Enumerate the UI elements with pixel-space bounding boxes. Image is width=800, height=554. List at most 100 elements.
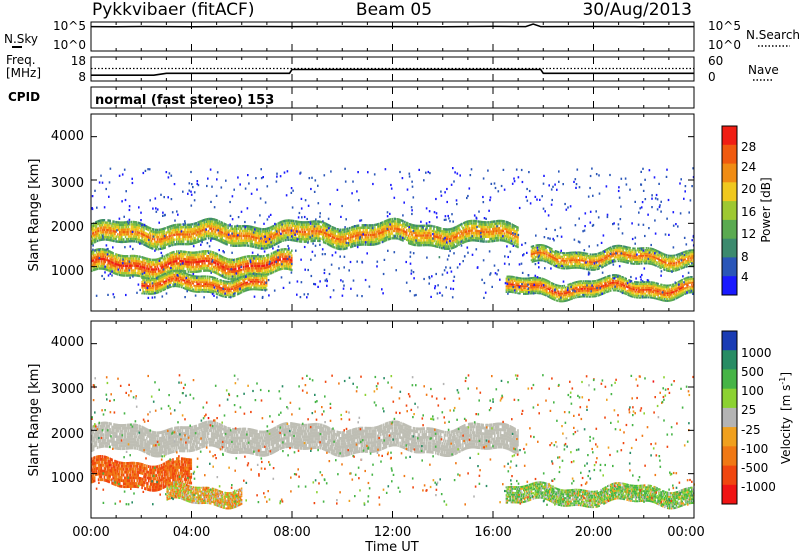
heatmap-cell xyxy=(137,264,139,268)
heatmap-cell xyxy=(101,267,104,270)
heatmap-cell xyxy=(148,233,150,237)
heatmap-cell xyxy=(409,228,412,231)
heatmap-cell xyxy=(122,259,125,263)
heatmap-cell xyxy=(480,223,482,226)
heatmap-cell xyxy=(174,228,176,232)
heatmap-cell xyxy=(506,240,509,243)
nave-right-tick-bottom: 0 xyxy=(708,70,716,84)
heatmap-cell xyxy=(149,267,151,271)
heatmap-cell xyxy=(96,255,99,258)
heatmap-cell xyxy=(260,244,262,248)
heatmap-cell xyxy=(437,245,439,248)
heatmap-cell xyxy=(224,242,226,245)
heatmap-cell xyxy=(483,233,485,236)
heatmap-cell xyxy=(433,239,435,243)
heatmap-cell xyxy=(479,230,482,233)
heatmap-cell xyxy=(264,230,266,233)
heatmap-cell xyxy=(425,224,427,227)
heatmap-cell xyxy=(175,231,177,234)
heatmap-cell xyxy=(244,244,247,247)
heatmap-cell xyxy=(117,233,119,236)
heatmap-cell xyxy=(475,222,478,225)
heatmap-cell xyxy=(157,279,160,282)
heatmap-cell xyxy=(491,237,493,240)
heatmap-cell xyxy=(308,228,310,231)
heatmap-cell xyxy=(119,261,121,265)
heatmap-cell xyxy=(415,241,418,244)
heatmap-cell xyxy=(387,238,390,241)
heatmap-cell xyxy=(498,229,501,232)
heatmap-cell xyxy=(104,268,107,271)
heatmap-cell xyxy=(245,234,248,237)
heatmap-cell xyxy=(108,269,110,272)
heatmap-cell xyxy=(187,258,190,261)
heatmap-cell xyxy=(360,243,363,246)
heatmap-cell xyxy=(156,260,159,263)
heatmap-cell xyxy=(127,230,130,233)
heatmap-cell xyxy=(391,222,394,226)
heatmap-cell xyxy=(171,258,173,262)
heatmap-cell xyxy=(491,220,493,224)
heatmap-cell xyxy=(346,237,348,240)
heatmap-cell xyxy=(124,269,127,272)
heatmap-cell xyxy=(459,240,461,244)
heatmap-cell xyxy=(136,271,138,275)
heatmap-cell xyxy=(258,257,260,260)
heatmap-cell xyxy=(188,261,191,264)
heatmap-cell xyxy=(234,235,236,238)
heatmap-cell xyxy=(207,218,209,221)
heatmap-cell xyxy=(354,241,357,245)
heatmap-cell xyxy=(338,245,340,248)
heatmap-cell xyxy=(250,255,252,258)
heatmap-cell xyxy=(329,241,332,245)
heatmap-cell xyxy=(513,236,515,239)
heatmap-cell xyxy=(289,263,291,266)
heatmap-cell xyxy=(466,220,469,223)
heatmap-cell xyxy=(197,260,199,264)
heatmap-cell xyxy=(507,240,510,244)
heatmap-cell xyxy=(181,269,184,273)
heatmap-cell xyxy=(288,253,290,256)
heatmap-cell xyxy=(516,233,518,236)
heatmap-cell xyxy=(108,238,110,242)
heatmap-cell xyxy=(232,261,234,264)
heatmap-cell xyxy=(430,227,432,230)
heatmap-cell xyxy=(315,225,317,228)
heatmap-cell xyxy=(277,227,280,230)
heatmap-cell xyxy=(217,268,220,271)
heatmap-cell xyxy=(234,272,236,276)
heatmap-cell xyxy=(222,270,224,274)
heatmap-cell xyxy=(189,261,192,264)
heatmap-cell xyxy=(149,263,151,266)
heatmap-cell xyxy=(505,235,508,238)
heatmap-cell xyxy=(141,277,143,279)
heatmap-cell xyxy=(107,238,109,241)
heatmap-cell xyxy=(162,244,165,247)
heatmap-cell xyxy=(185,242,188,246)
heatmap-cell xyxy=(494,222,497,225)
heatmap-cell xyxy=(469,236,472,240)
heatmap-cell xyxy=(163,241,166,245)
heatmap-cell xyxy=(266,254,269,257)
heatmap-cell xyxy=(135,235,138,238)
heatmap-cell xyxy=(283,227,285,230)
heatmap-cell xyxy=(150,265,153,269)
heatmap-cell xyxy=(128,228,131,231)
heatmap-cell xyxy=(318,227,320,231)
heatmap-cell xyxy=(130,269,133,272)
heatmap-cell xyxy=(310,239,312,243)
heatmap-cell xyxy=(486,230,488,234)
heatmap-cell xyxy=(107,261,109,265)
heatmap-cell xyxy=(178,257,181,260)
heatmap-cell xyxy=(121,228,123,231)
heatmap-cell xyxy=(265,227,268,231)
heatmap-cell xyxy=(302,233,305,236)
heatmap-cell xyxy=(176,238,178,241)
heatmap-cell xyxy=(458,243,460,247)
heatmap-cell xyxy=(289,229,291,232)
heatmap-cell xyxy=(434,244,436,248)
heatmap-cell xyxy=(250,240,252,243)
heatmap-cell xyxy=(209,267,212,270)
heatmap-cell xyxy=(255,264,257,268)
heatmap-cell xyxy=(240,263,243,267)
